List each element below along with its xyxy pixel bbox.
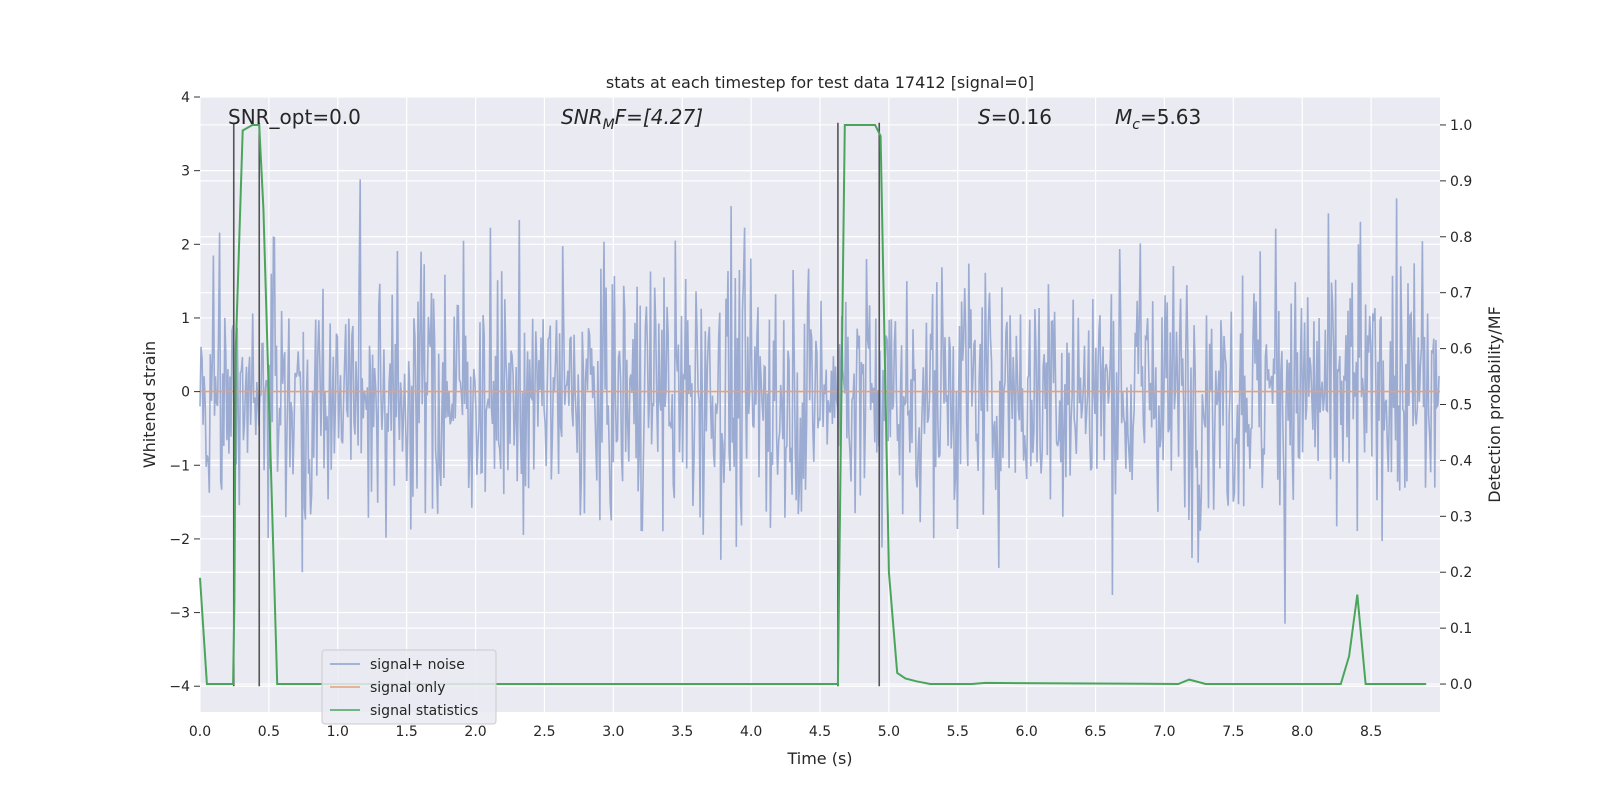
mc-sub: c	[1132, 117, 1140, 133]
y-right-tick-label: 0.6	[1450, 342, 1472, 358]
y-left-tick-label: 0	[181, 385, 190, 401]
x-tick-label: 7.0	[1153, 724, 1175, 740]
legend: signal+ noise signal only signal statist…	[321, 649, 497, 725]
x-tick-label: 6.5	[1084, 724, 1106, 740]
annotation-snr-mf: SNRMF=[4.27]	[561, 105, 703, 133]
x-axis-label: Time (s)	[786, 749, 852, 768]
annotation-snr-opt: SNR_opt=0.0	[228, 105, 361, 129]
y-right-tick-label: 0.0	[1450, 677, 1472, 693]
noise-series	[199, 179, 1440, 624]
annotation-mc: Mc=5.63	[1115, 105, 1201, 133]
noise-line	[199, 179, 1440, 624]
y-left-tick-label: 3	[181, 164, 190, 180]
x-tick-label: 3.0	[602, 724, 624, 740]
mc-var: M	[1115, 105, 1132, 129]
x-tick-label: 2.5	[533, 724, 555, 740]
legend-label-noise: signal+ noise	[370, 657, 465, 673]
y-right-tick-label: 0.4	[1450, 453, 1472, 469]
s-val: =0.16	[991, 105, 1052, 129]
legend-box	[321, 649, 497, 725]
x-tick-label: 4.0	[740, 724, 762, 740]
y-right-tick-label: 0.9	[1450, 174, 1472, 190]
y-right-tick-label: 1.0	[1450, 118, 1472, 134]
y-left-tick-label: −4	[169, 679, 190, 695]
y-right-tick-label: 0.7	[1450, 286, 1472, 302]
y-axis-label-left: Whitened strain	[140, 341, 159, 468]
x-tick-label: 0.0	[189, 724, 211, 740]
x-tick-label: 1.0	[327, 724, 349, 740]
y-left-tick-label: 1	[181, 311, 190, 327]
y-axis-label-right: Detection probability/MF	[1485, 306, 1504, 503]
mc-val: =5.63	[1140, 105, 1201, 129]
y-left-tick-label: −1	[169, 458, 190, 474]
y-right-tick-label: 0.5	[1450, 398, 1472, 414]
chart-title: stats at each timestep for test data 174…	[606, 73, 1034, 92]
axis-ticks: 0.0 0.5 1.0 1.5 2.0 2.5 3.0 3.5 4.0 4.5 5.0 5.5 6.0 6…	[169, 90, 1472, 740]
x-tick-label: 3.5	[671, 724, 693, 740]
x-tick-label: 4.5	[809, 724, 831, 740]
y-left-tick-label: 4	[181, 90, 190, 106]
s-var: S	[978, 105, 991, 129]
y-right-tick-label: 0.8	[1450, 230, 1472, 246]
x-tick-label: 7.5	[1222, 724, 1244, 740]
x-tick-label: 8.5	[1360, 724, 1382, 740]
snr-mf-sub: M	[603, 117, 615, 133]
x-tick-label: 6.0	[1016, 724, 1038, 740]
x-tick-label: 5.5	[947, 724, 969, 740]
snr-mf-rest: F=[4.27]	[615, 105, 703, 129]
x-tick-label: 5.0	[878, 724, 900, 740]
y-right-tick-label: 0.2	[1450, 565, 1472, 581]
legend-label-signal: signal only	[370, 680, 445, 696]
annotation-s: S=0.16	[978, 105, 1052, 129]
y-left-tick-label: 2	[181, 237, 190, 253]
statistics-series	[199, 124, 1427, 686]
y-left-tick-label: −2	[169, 532, 190, 548]
snr-mf-main: SNR	[561, 105, 603, 129]
statistics-line	[199, 124, 1427, 686]
y-right-tick-label: 0.1	[1450, 621, 1472, 637]
x-tick-label: 2.0	[464, 724, 486, 740]
y-left-tick-label: −3	[169, 606, 190, 622]
x-tick-label: 0.5	[258, 724, 280, 740]
legend-label-statistics: signal statistics	[370, 703, 478, 719]
x-tick-label: 1.5	[396, 724, 418, 740]
x-tick-label: 8.0	[1291, 724, 1313, 740]
y-right-tick-label: 0.3	[1450, 509, 1472, 525]
